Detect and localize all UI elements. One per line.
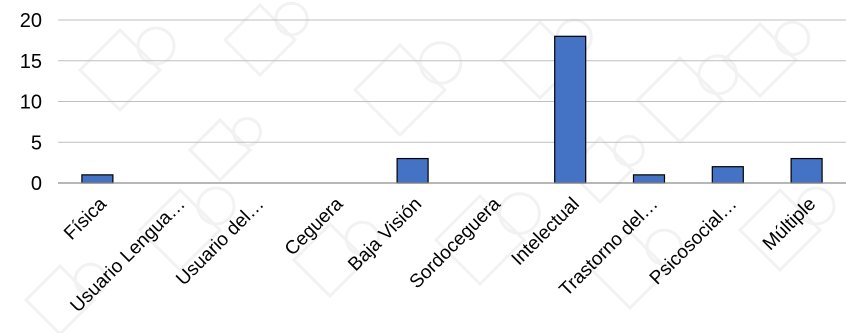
bar — [554, 35, 587, 184]
bar — [81, 174, 114, 184]
y-axis-tick-labels: 0 5 10 15 20 — [20, 10, 42, 195]
background-watermark-pattern — [23, 1, 836, 333]
watermark-shape — [23, 263, 97, 333]
x-category-label: Física — [60, 193, 111, 244]
watermark-shape — [352, 42, 448, 138]
watermark-shape — [796, 186, 836, 226]
bar — [711, 166, 744, 184]
x-category-label: Intelectual — [508, 194, 584, 270]
y-tick-label: 10 — [20, 92, 42, 114]
watermark-shape — [498, 192, 541, 235]
y-tick-label: 15 — [20, 51, 42, 73]
watermark-shape — [418, 41, 463, 85]
watermark-shape — [77, 27, 163, 113]
y-tick-label: 5 — [31, 132, 42, 154]
x-category-label: Baja Visión — [344, 194, 426, 276]
y-tick-label: 20 — [20, 10, 42, 32]
watermark-shape — [344, 220, 381, 257]
watermark-shape — [645, 228, 683, 266]
bar — [632, 174, 666, 184]
watermark-shape — [737, 187, 823, 273]
watermark-shape — [222, 2, 298, 78]
watermark-shape — [697, 54, 739, 96]
watermark-shape — [232, 117, 262, 147]
watermark-shape — [433, 193, 527, 287]
x-category-label: Ceguera — [281, 193, 348, 260]
watermark-shape — [196, 186, 236, 226]
watermark-shape — [612, 134, 645, 167]
y-tick-label: 0 — [31, 173, 42, 195]
bar — [396, 157, 429, 184]
watermark-shape — [274, 1, 309, 37]
watermark-shape — [774, 20, 811, 57]
watermark-shape — [635, 55, 725, 145]
watermark-shape — [137, 187, 223, 273]
watermark-shape — [136, 26, 176, 66]
bar — [790, 157, 823, 184]
watermark-shape — [589, 229, 671, 311]
gridlines — [58, 19, 846, 143]
watermark-shape — [73, 262, 108, 297]
watermark-shape — [291, 221, 369, 299]
watermark-shape — [721, 21, 799, 99]
watermark-shape — [187, 117, 253, 183]
